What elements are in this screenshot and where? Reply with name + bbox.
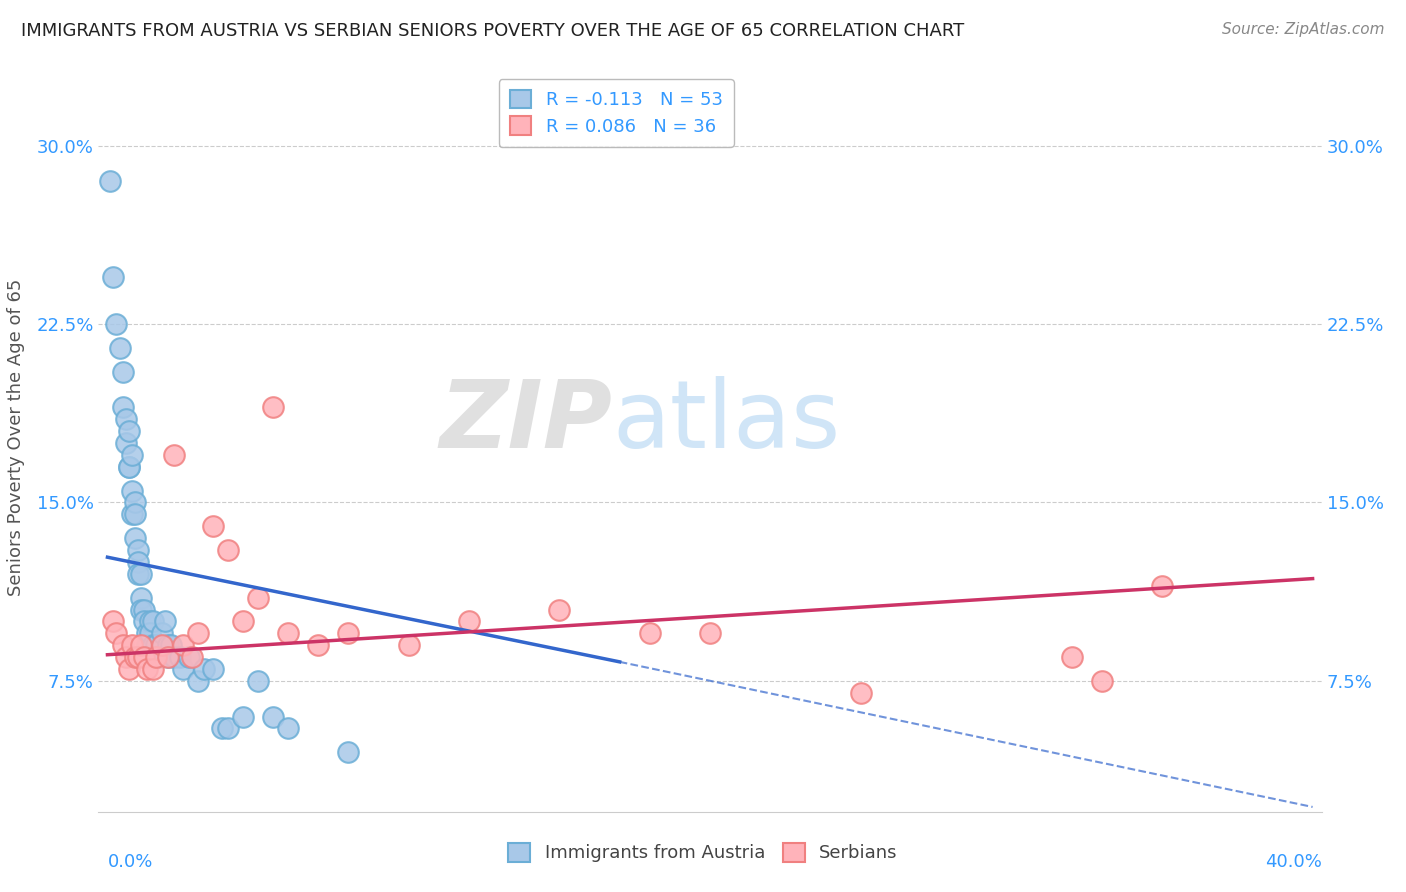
Point bbox=[108, 341, 131, 355]
Point bbox=[548, 602, 571, 616]
Point bbox=[201, 519, 224, 533]
Point bbox=[135, 662, 157, 676]
Point bbox=[121, 483, 143, 498]
Point bbox=[187, 673, 209, 688]
Point bbox=[1150, 579, 1173, 593]
Point bbox=[180, 650, 202, 665]
Point bbox=[124, 531, 146, 545]
Text: 0.0%: 0.0% bbox=[107, 854, 153, 871]
Point bbox=[103, 615, 125, 629]
Point bbox=[142, 638, 165, 652]
Point bbox=[247, 673, 270, 688]
Point bbox=[127, 543, 149, 558]
Point bbox=[121, 508, 143, 522]
Point bbox=[121, 638, 143, 652]
Point bbox=[138, 626, 160, 640]
Point bbox=[100, 174, 122, 188]
Point bbox=[117, 424, 139, 438]
Point bbox=[398, 638, 420, 652]
Point bbox=[159, 638, 181, 652]
Point bbox=[117, 662, 139, 676]
Point bbox=[124, 650, 146, 665]
Point bbox=[111, 401, 134, 415]
Text: Source: ZipAtlas.com: Source: ZipAtlas.com bbox=[1222, 22, 1385, 37]
Point bbox=[145, 650, 167, 665]
Point bbox=[156, 638, 179, 652]
Point bbox=[114, 436, 136, 450]
Point bbox=[337, 626, 360, 640]
Point bbox=[699, 626, 721, 640]
Point bbox=[105, 626, 128, 640]
Point bbox=[117, 459, 139, 474]
Point bbox=[124, 508, 146, 522]
Point bbox=[172, 662, 194, 676]
Point bbox=[135, 638, 157, 652]
Point bbox=[262, 401, 284, 415]
Point bbox=[114, 650, 136, 665]
Point bbox=[114, 412, 136, 426]
Point bbox=[117, 459, 139, 474]
Y-axis label: Seniors Poverty Over the Age of 65: Seniors Poverty Over the Age of 65 bbox=[7, 278, 25, 596]
Point bbox=[127, 566, 149, 581]
Point bbox=[849, 686, 872, 700]
Point bbox=[163, 448, 186, 462]
Point bbox=[132, 615, 155, 629]
Point bbox=[211, 722, 233, 736]
Legend: Immigrants from Austria, Serbians: Immigrants from Austria, Serbians bbox=[501, 836, 905, 870]
Point bbox=[142, 615, 165, 629]
Point bbox=[277, 626, 299, 640]
Point bbox=[232, 709, 254, 723]
Point bbox=[129, 638, 152, 652]
Point bbox=[307, 638, 329, 652]
Point bbox=[217, 722, 239, 736]
Text: IMMIGRANTS FROM AUSTRIA VS SERBIAN SENIORS POVERTY OVER THE AGE OF 65 CORRELATIO: IMMIGRANTS FROM AUSTRIA VS SERBIAN SENIO… bbox=[21, 22, 965, 40]
Point bbox=[127, 555, 149, 569]
Point bbox=[638, 626, 661, 640]
Point bbox=[217, 543, 239, 558]
Point bbox=[262, 709, 284, 723]
Point bbox=[111, 365, 134, 379]
Point bbox=[1060, 650, 1083, 665]
Point bbox=[201, 662, 224, 676]
Point bbox=[135, 626, 157, 640]
Point bbox=[124, 495, 146, 509]
Point bbox=[193, 662, 215, 676]
Point bbox=[163, 650, 186, 665]
Point bbox=[132, 602, 155, 616]
Point bbox=[277, 722, 299, 736]
Point bbox=[129, 591, 152, 605]
Legend: R = -0.113   N = 53, R = 0.086   N = 36: R = -0.113 N = 53, R = 0.086 N = 36 bbox=[499, 79, 734, 146]
Point bbox=[156, 650, 179, 665]
Point bbox=[232, 615, 254, 629]
Point bbox=[121, 448, 143, 462]
Point bbox=[150, 626, 173, 640]
Point bbox=[1091, 673, 1114, 688]
Point bbox=[132, 650, 155, 665]
Point bbox=[458, 615, 481, 629]
Point bbox=[177, 650, 200, 665]
Point bbox=[150, 638, 173, 652]
Point bbox=[145, 650, 167, 665]
Point bbox=[148, 650, 170, 665]
Point bbox=[172, 638, 194, 652]
Point bbox=[145, 638, 167, 652]
Point bbox=[105, 317, 128, 331]
Point bbox=[129, 602, 152, 616]
Point bbox=[247, 591, 270, 605]
Text: ZIP: ZIP bbox=[439, 376, 612, 468]
Point bbox=[337, 745, 360, 759]
Point bbox=[111, 638, 134, 652]
Point bbox=[169, 650, 191, 665]
Text: atlas: atlas bbox=[612, 376, 841, 468]
Point bbox=[103, 269, 125, 284]
Point bbox=[127, 650, 149, 665]
Point bbox=[187, 626, 209, 640]
Point bbox=[153, 615, 176, 629]
Text: 40.0%: 40.0% bbox=[1265, 854, 1322, 871]
Point bbox=[156, 650, 179, 665]
Point bbox=[138, 615, 160, 629]
Point bbox=[129, 566, 152, 581]
Point bbox=[142, 662, 165, 676]
